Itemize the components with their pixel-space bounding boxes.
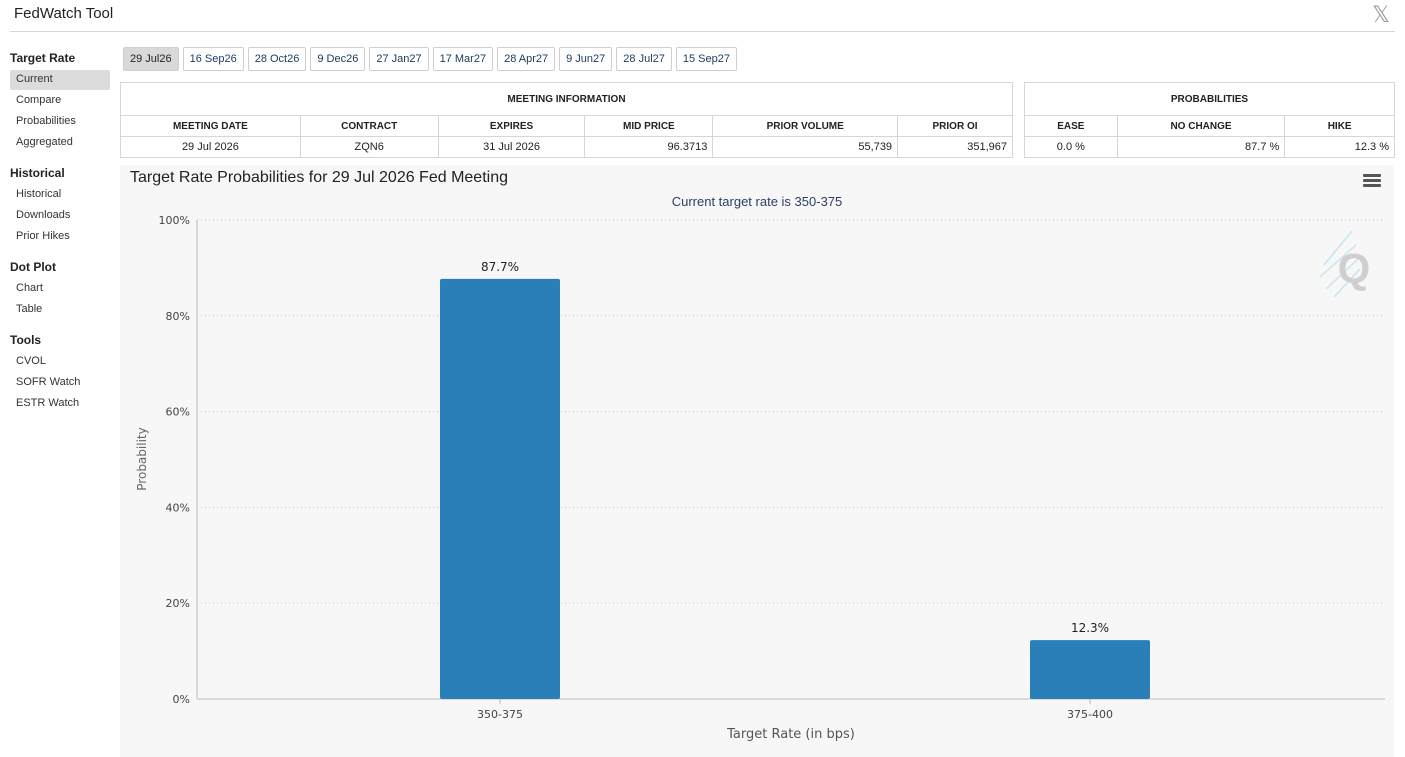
cell-hike: 12.3 %: [1284, 136, 1395, 158]
sidebar-item-current[interactable]: Current: [10, 70, 110, 90]
column-header-meeting-date: MEETING DATE: [120, 115, 301, 137]
sidebar-nav: Target Rate Current Compare Probabilities Ag…: [10, 48, 110, 424]
meeting-date-tabs: 29 Jul26 16 Sep26 28 Oct26 9 Dec26 27 Jan27 1…: [123, 47, 737, 71]
sidebar-header-target-rate: Target Rate: [10, 51, 76, 65]
tab-15-sep27[interactable]: 15 Sep27: [675, 47, 737, 71]
sidebar-item-compare[interactable]: Compare: [16, 94, 62, 106]
chart-panel: 0% 20% 40% 60% 80% 100% 87.7% 350-375 12.3% 375-4…: [120, 165, 1394, 757]
tab-28-jul27[interactable]: 28 Jul27: [616, 47, 672, 71]
sidebar-section-dot-plot: Dot Plot Chart Table: [10, 257, 110, 320]
sidebar-header-dot-plot: Dot Plot: [10, 260, 56, 274]
column-header-prior-oi: PRIOR OI: [897, 115, 1013, 137]
sidebar-item-sofr-watch[interactable]: SOFR Watch: [16, 376, 81, 388]
tab-9-jun27[interactable]: 9 Jun27: [559, 47, 613, 71]
column-header-ease: EASE: [1024, 115, 1118, 137]
y-tick-label: 40%: [166, 501, 190, 514]
meeting-information-heading: MEETING INFORMATION: [120, 82, 1013, 116]
cell-contract: ZQN6: [299, 136, 439, 158]
x-tick-label: 350-375: [477, 708, 523, 721]
column-header-prior-volume: PRIOR VOLUME: [712, 115, 899, 137]
tab-28-apr27[interactable]: 28 Apr27: [497, 47, 556, 71]
close-icon[interactable]: 𝕏: [1372, 2, 1390, 27]
sidebar-item-estr-watch[interactable]: ESTR Watch: [16, 397, 80, 409]
cell-ease: 0.0 %: [1024, 136, 1118, 158]
cell-mid-price: 96.3713: [584, 136, 714, 158]
column-header-no-change: NO CHANGE: [1116, 115, 1286, 137]
cell-expires: 31 Jul 2026: [437, 136, 586, 158]
sidebar-section-target-rate: Target Rate Current Compare Probabilities Ag…: [10, 48, 110, 153]
y-tick-label: 100%: [159, 214, 190, 227]
column-header-expires: EXPIRES: [437, 115, 586, 137]
x-axis-title: Target Rate (in bps): [726, 727, 855, 742]
sidebar-item-downloads[interactable]: Downloads: [16, 209, 71, 221]
tab-27-jan27[interactable]: 27 Jan27: [369, 47, 429, 71]
meeting-information-table: MEETING INFORMATION MEETING DATE CONTRACT…: [120, 82, 1013, 158]
chart-title: Target Rate Probabilities for 29 Jul 202…: [130, 169, 508, 186]
probabilities-table: PROBABILITIES EASE NO CHANGE HIKE 0.0 % 87.…: [1024, 82, 1395, 158]
quikstrike-logo-icon: Q: [1319, 230, 1371, 298]
cell-no-change: 87.7 %: [1116, 136, 1286, 158]
y-tick-label: 80%: [166, 310, 190, 323]
y-axis-title: Probability: [135, 427, 149, 490]
y-tick-label: 20%: [166, 597, 190, 610]
bar-350-375: [440, 278, 560, 699]
sidebar-item-aggregated[interactable]: Aggregated: [16, 136, 73, 148]
column-header-mid-price: MID PRICE: [584, 115, 714, 137]
sidebar-item-historical[interactable]: Historical: [16, 188, 62, 200]
column-header-hike: HIKE: [1284, 115, 1395, 137]
bar-chart: 0% 20% 40% 60% 80% 100% 87.7% 350-375 12.3% 375-4…: [135, 214, 1385, 742]
data-label: 12.3%: [1071, 621, 1109, 635]
probabilities-heading: PROBABILITIES: [1024, 82, 1395, 116]
header-divider: [10, 31, 1395, 32]
cell-prior-oi: 351,967: [897, 136, 1013, 158]
sidebar-section-historical: Historical Historical Downloads Prior Hikes: [10, 163, 110, 247]
column-header-contract: CONTRACT: [299, 115, 439, 137]
hamburger-menu-icon[interactable]: [1363, 174, 1381, 188]
sidebar-header-historical: Historical: [10, 166, 65, 180]
sidebar-header-tools: Tools: [10, 333, 42, 347]
y-tick-label: 0%: [173, 693, 190, 706]
tab-29-jul26[interactable]: 29 Jul26: [123, 47, 179, 71]
bar-375-400: [1030, 640, 1150, 699]
tab-17-mar27[interactable]: 17 Mar27: [432, 47, 494, 71]
sidebar-item-cvol[interactable]: CVOL: [16, 355, 46, 367]
sidebar-item-probabilities[interactable]: Probabilities: [16, 115, 76, 127]
svg-text:Q: Q: [1338, 245, 1371, 292]
sidebar-item-prior-hikes[interactable]: Prior Hikes: [16, 230, 70, 242]
x-tick-label: 375-400: [1067, 708, 1113, 721]
cell-meeting-date: 29 Jul 2026: [120, 136, 301, 158]
chart-subtitle: Current target rate is 350-375: [671, 194, 843, 209]
cell-prior-volume: 55,739: [712, 136, 899, 158]
app-title: FedWatch Tool: [14, 5, 114, 22]
sidebar-item-chart[interactable]: Chart: [16, 282, 43, 294]
data-label: 87.7%: [481, 260, 519, 274]
sidebar-item-table[interactable]: Table: [16, 303, 43, 315]
sidebar-section-tools: Tools CVOL SOFR Watch ESTR Watch: [10, 330, 110, 414]
y-tick-label: 60%: [166, 406, 190, 419]
tab-16-sep26[interactable]: 16 Sep26: [182, 47, 244, 71]
tab-9-dec26[interactable]: 9 Dec26: [310, 47, 366, 71]
tab-28-oct26[interactable]: 28 Oct26: [247, 47, 307, 71]
